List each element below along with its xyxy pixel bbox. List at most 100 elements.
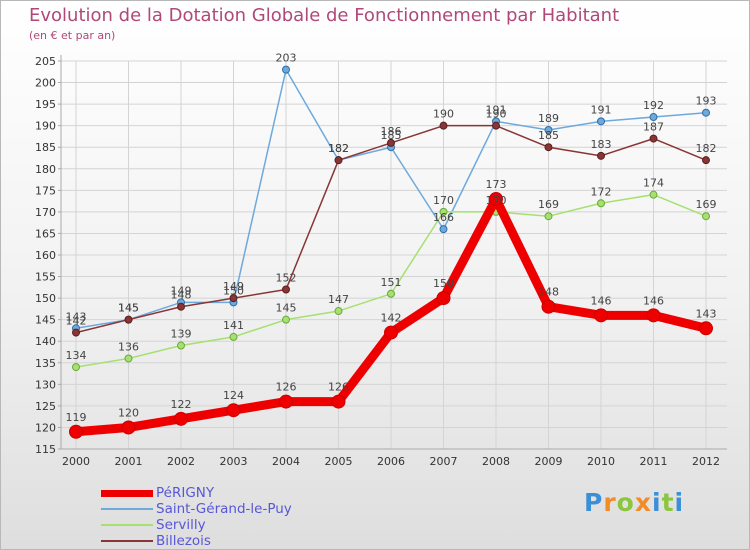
grid xyxy=(61,60,727,450)
point-servilly xyxy=(229,332,238,341)
y-tick-label: 140 xyxy=(35,335,56,348)
point-saint-gerand-le-puy xyxy=(282,65,290,74)
y-tick-label: 170 xyxy=(35,206,56,219)
data-label-saint-gerand-le-puy: 182 xyxy=(328,142,349,155)
point-saint-gerand-le-puy xyxy=(439,225,448,234)
x-tick-label: 2009 xyxy=(535,455,563,468)
point-servilly xyxy=(387,289,395,298)
data-label-perigny: 126 xyxy=(328,381,349,394)
point-servilly xyxy=(282,315,290,324)
data-label-saint-gerand-le-puy: 145 xyxy=(118,302,139,315)
point-perigny xyxy=(699,321,713,336)
x-tick-label: 2003 xyxy=(220,455,248,468)
chart-title: Evolution de la Dotation Globale de Fonc… xyxy=(29,5,620,26)
data-label-perigny: 119 xyxy=(66,411,87,424)
data-label-billezois: 187 xyxy=(643,121,664,134)
point-perigny xyxy=(594,308,608,323)
axes: 115 120 125 130 135 140 145 150 155 160 165 170 175 1… xyxy=(35,55,727,468)
data-label-perigny: 142 xyxy=(381,312,402,325)
data-label-billezois: 182 xyxy=(696,142,717,155)
data-label-servilly: 174 xyxy=(643,177,664,190)
series-billezois xyxy=(72,121,710,337)
y-tick-label: 200 xyxy=(35,77,56,90)
point-billezois xyxy=(492,121,500,130)
data-label-servilly: 147 xyxy=(328,293,349,306)
point-servilly xyxy=(649,190,658,199)
point-billezois xyxy=(597,151,605,160)
data-label-perigny: 126 xyxy=(276,381,297,394)
x-tick-label: 2010 xyxy=(587,455,615,468)
data-label-perigny: 146 xyxy=(591,294,612,307)
point-servilly xyxy=(72,363,80,372)
point-servilly xyxy=(702,212,710,221)
data-label-servilly: 170 xyxy=(433,194,454,207)
data-label-servilly: 172 xyxy=(591,185,612,198)
data-label-servilly: 134 xyxy=(66,349,87,362)
point-perigny xyxy=(174,411,188,426)
series-servilly xyxy=(72,190,710,372)
point-billezois xyxy=(72,328,80,337)
point-billezois xyxy=(702,156,710,165)
point-saint-gerand-le-puy xyxy=(649,113,658,122)
data-label-perigny: 124 xyxy=(223,389,244,402)
data-label-billezois: 149 xyxy=(223,280,244,293)
data-label-billezois: 148 xyxy=(171,289,192,302)
y-tick-label: 190 xyxy=(35,120,56,133)
point-perigny xyxy=(226,403,241,418)
point-billezois xyxy=(649,134,658,143)
data-label-saint-gerand-le-puy: 191 xyxy=(591,103,612,116)
point-saint-gerand-le-puy xyxy=(597,117,605,126)
y-tick-label: 115 xyxy=(35,443,56,456)
data-label-servilly: 170 xyxy=(486,194,507,207)
point-perigny xyxy=(331,394,346,409)
point-perigny xyxy=(541,299,556,314)
data-label-perigny: 148 xyxy=(538,286,559,299)
data-label-saint-gerand-le-puy: 150 xyxy=(223,284,244,297)
data-label-perigny: 122 xyxy=(171,398,192,411)
point-billezois xyxy=(177,302,185,311)
y-tick-label: 150 xyxy=(35,292,56,305)
data-label-billezois: 152 xyxy=(276,271,297,284)
chart-subtitle: (en € et par an) xyxy=(29,29,116,42)
y-tick-label: 175 xyxy=(35,184,56,197)
legend-label-saint-gerand-le-puy: Saint-Gérand-le-Puy xyxy=(156,501,292,517)
point-billezois xyxy=(334,156,343,165)
point-perigny xyxy=(436,291,451,306)
data-label-perigny: 120 xyxy=(118,406,139,419)
point-billezois xyxy=(282,285,290,294)
point-servilly xyxy=(177,341,185,350)
y-tick-label: 165 xyxy=(35,227,56,240)
y-tick-label: 120 xyxy=(35,421,56,434)
data-label-billezois: 186 xyxy=(381,125,402,138)
point-perigny xyxy=(646,308,661,323)
point-saint-gerand-le-puy xyxy=(544,125,553,134)
data-label-servilly: 169 xyxy=(538,198,559,211)
data-label-perigny: 173 xyxy=(486,178,507,191)
y-tick-label: 125 xyxy=(35,400,56,413)
x-tick-label: 2006 xyxy=(377,455,405,468)
data-label-perigny: 146 xyxy=(643,294,664,307)
y-tick-label: 180 xyxy=(35,163,56,176)
point-billezois xyxy=(124,315,133,324)
y-tick-label: 155 xyxy=(35,271,56,284)
point-billezois xyxy=(439,121,448,130)
data-label-saint-gerand-le-puy: 192 xyxy=(643,99,664,112)
data-label-servilly: 136 xyxy=(118,340,139,353)
x-tick-label: 2007 xyxy=(430,455,458,468)
y-tick-label: 135 xyxy=(35,357,56,370)
point-perigny xyxy=(489,191,503,206)
point-perigny xyxy=(384,325,398,340)
legend-label-perigny: PéRIGNY xyxy=(156,485,215,501)
data-label-saint-gerand-le-puy: 149 xyxy=(171,284,192,297)
point-servilly xyxy=(544,212,553,221)
point-servilly xyxy=(124,354,133,363)
x-tick-label: 2004 xyxy=(272,455,300,468)
x-tick-label: 2005 xyxy=(325,455,353,468)
data-label-servilly: 169 xyxy=(696,198,717,211)
x-tick-label: 2008 xyxy=(482,455,510,468)
data-label-perigny: 150 xyxy=(433,277,454,290)
y-tick-label: 130 xyxy=(35,378,56,391)
